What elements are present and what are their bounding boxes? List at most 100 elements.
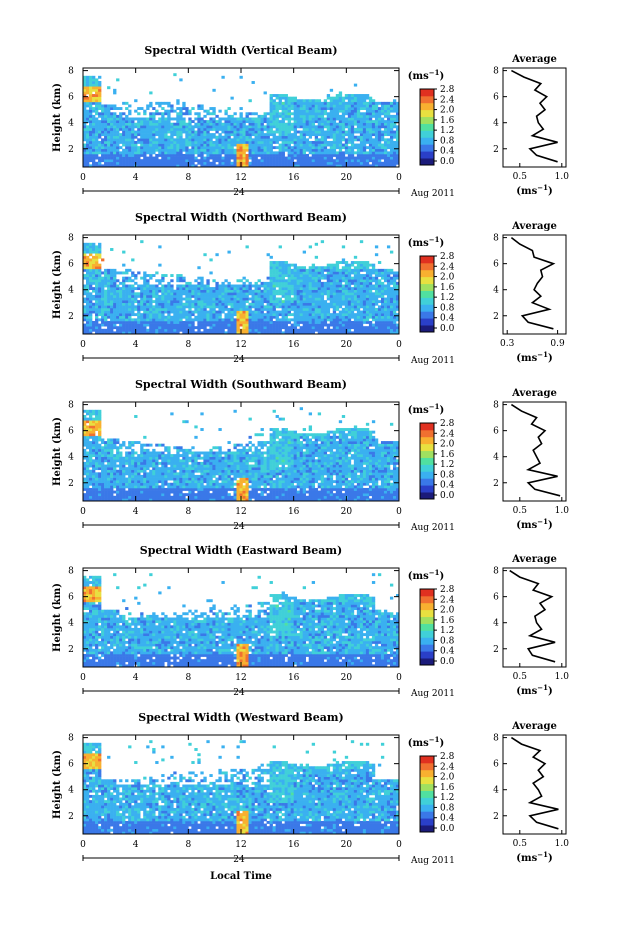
x-tick-label: 12 <box>235 507 246 517</box>
profile-x-label: (ms−1) <box>516 517 552 531</box>
profile-y-tick-label: 4 <box>493 619 499 629</box>
colorbar-swatch <box>420 825 434 833</box>
x-tick-label: 4 <box>133 507 139 517</box>
date-label: Aug 2011 <box>410 189 455 199</box>
profile-line <box>510 736 559 830</box>
x-tick-label: 8 <box>185 673 191 683</box>
profile-x-tick-label: 0.5 <box>513 672 528 682</box>
profile-y-tick-label: 6 <box>493 427 499 437</box>
colorbar-tick-label: 0.8 <box>440 636 455 646</box>
x-tick-label: 0 <box>396 840 402 850</box>
x-tick-label: 8 <box>185 507 191 517</box>
profile-frame <box>502 234 567 335</box>
date-label: Aug 2011 <box>410 689 455 699</box>
panel-2: Spectral Width (Northward Beam)2468Heigh… <box>52 211 567 366</box>
colorbar-frame <box>419 588 435 666</box>
colorbar-swatch <box>420 589 434 597</box>
colorbar-swatch <box>420 109 434 118</box>
colorbar-swatch <box>420 123 434 131</box>
panel-3: Spectral Width (Southward Beam)2468Heigh… <box>52 378 569 533</box>
colorbar-swatch <box>420 790 434 798</box>
y-axis-label: Height (km) <box>52 750 63 819</box>
profile-x-label: (ms−1) <box>516 350 552 364</box>
colorbar-tick-label: 2.0 <box>440 773 455 783</box>
colorbar-tick-label: 2.4 <box>440 762 455 772</box>
colorbar-tick-label: 2.0 <box>440 606 455 616</box>
average-profile: Average 2 4 6 8 0.3 0.9(ms−1) <box>493 221 567 364</box>
profile-y-tick-label: 2 <box>493 645 499 655</box>
y-tick-label: 8 <box>68 401 74 411</box>
x-tick-label: 16 <box>288 840 300 850</box>
profile-y-tick-label: 6 <box>493 93 499 103</box>
x-tick-label: 12 <box>235 173 246 183</box>
heatmap-field <box>83 573 400 668</box>
y-tick-label: 4 <box>68 453 74 463</box>
colorbar-swatch <box>420 290 434 298</box>
x-tick-label: 16 <box>288 673 300 683</box>
profile-title: Average <box>511 388 557 399</box>
date-label: Aug 2011 <box>410 856 455 866</box>
colorbar-swatch <box>420 325 434 333</box>
y-tick-label: 2 <box>68 812 74 822</box>
x-tick-label: 16 <box>288 340 300 350</box>
heatmap-field <box>83 73 400 168</box>
colorbar-tick-label: 0.8 <box>440 803 455 813</box>
x-tick-label: 0 <box>396 507 402 517</box>
x-axis-label: Local Time <box>210 871 272 882</box>
colorbar-swatch <box>420 804 434 812</box>
day-label: 24 <box>233 688 245 698</box>
colorbar-swatch <box>420 651 434 659</box>
colorbar-swatch <box>420 818 434 826</box>
colorbar-unit: (ms−1) <box>408 68 444 82</box>
colorbar-frame <box>419 88 435 166</box>
colorbar-swatch <box>420 304 434 312</box>
colorbar-tick-label: 0.8 <box>440 136 455 146</box>
colorbar-swatch <box>420 797 434 805</box>
panel-1: Spectral Width (Vertical Beam)2468Height… <box>52 44 569 199</box>
colorbar-tick-label: 0.8 <box>440 470 455 480</box>
colorbar-swatch <box>420 276 434 285</box>
colorbar-swatch <box>420 318 434 326</box>
colorbar-swatch <box>420 311 434 319</box>
x-tick-label: 20 <box>341 673 353 683</box>
colorbar-swatch <box>420 137 434 145</box>
colorbar-frame <box>419 255 435 333</box>
colorbar-swatch <box>420 116 434 124</box>
heatmap-field <box>83 240 400 335</box>
colorbar-tick-label: 2.8 <box>440 419 455 429</box>
profile-y-tick-label: 4 <box>493 286 499 296</box>
colorbar-swatch <box>420 658 434 666</box>
profile-y-tick-label: 8 <box>493 67 499 77</box>
panel-title: Spectral Width (Northward Beam) <box>135 211 347 224</box>
profile-title: Average <box>511 721 557 732</box>
day-label: 24 <box>233 522 245 532</box>
profile-frame <box>502 67 567 168</box>
colorbar-swatch <box>420 776 434 785</box>
x-tick-label: 20 <box>341 173 353 183</box>
colorbar-swatch <box>420 450 434 458</box>
x-tick-label: 20 <box>341 507 353 517</box>
profile-frame <box>502 401 567 502</box>
colorbar-tick-label: 2.4 <box>440 262 455 272</box>
profile-y-tick-label: 6 <box>493 760 499 770</box>
average-profile: Average 2 4 6 8 0.5 1.0(ms−1) <box>493 721 569 864</box>
profile-y-tick-label: 2 <box>493 479 499 489</box>
average-profile: Average 2 4 6 8 0.5 1.0(ms−1) <box>493 54 569 197</box>
colorbar-swatch <box>420 102 434 111</box>
profile-x-tick-label: 0.5 <box>513 839 528 849</box>
y-tick-label: 4 <box>68 119 74 129</box>
colorbar-swatch <box>420 471 434 479</box>
day-label: 24 <box>233 188 245 198</box>
colorbar-swatch <box>420 256 434 264</box>
colorbar-swatch <box>420 144 434 152</box>
day-label: 24 <box>233 855 245 865</box>
colorbar-swatch <box>420 297 434 305</box>
profile-x-tick-label: 0.5 <box>513 172 528 182</box>
profile-x-tick-label: 1.0 <box>555 672 570 682</box>
colorbar-swatch <box>420 811 434 819</box>
colorbar-tick-label: 2.0 <box>440 440 455 450</box>
profile-frame <box>502 567 567 668</box>
panel-title: Spectral Width (Southward Beam) <box>135 378 347 391</box>
colorbar-tick-label: 1.2 <box>440 793 454 803</box>
date-label: Aug 2011 <box>410 356 455 366</box>
